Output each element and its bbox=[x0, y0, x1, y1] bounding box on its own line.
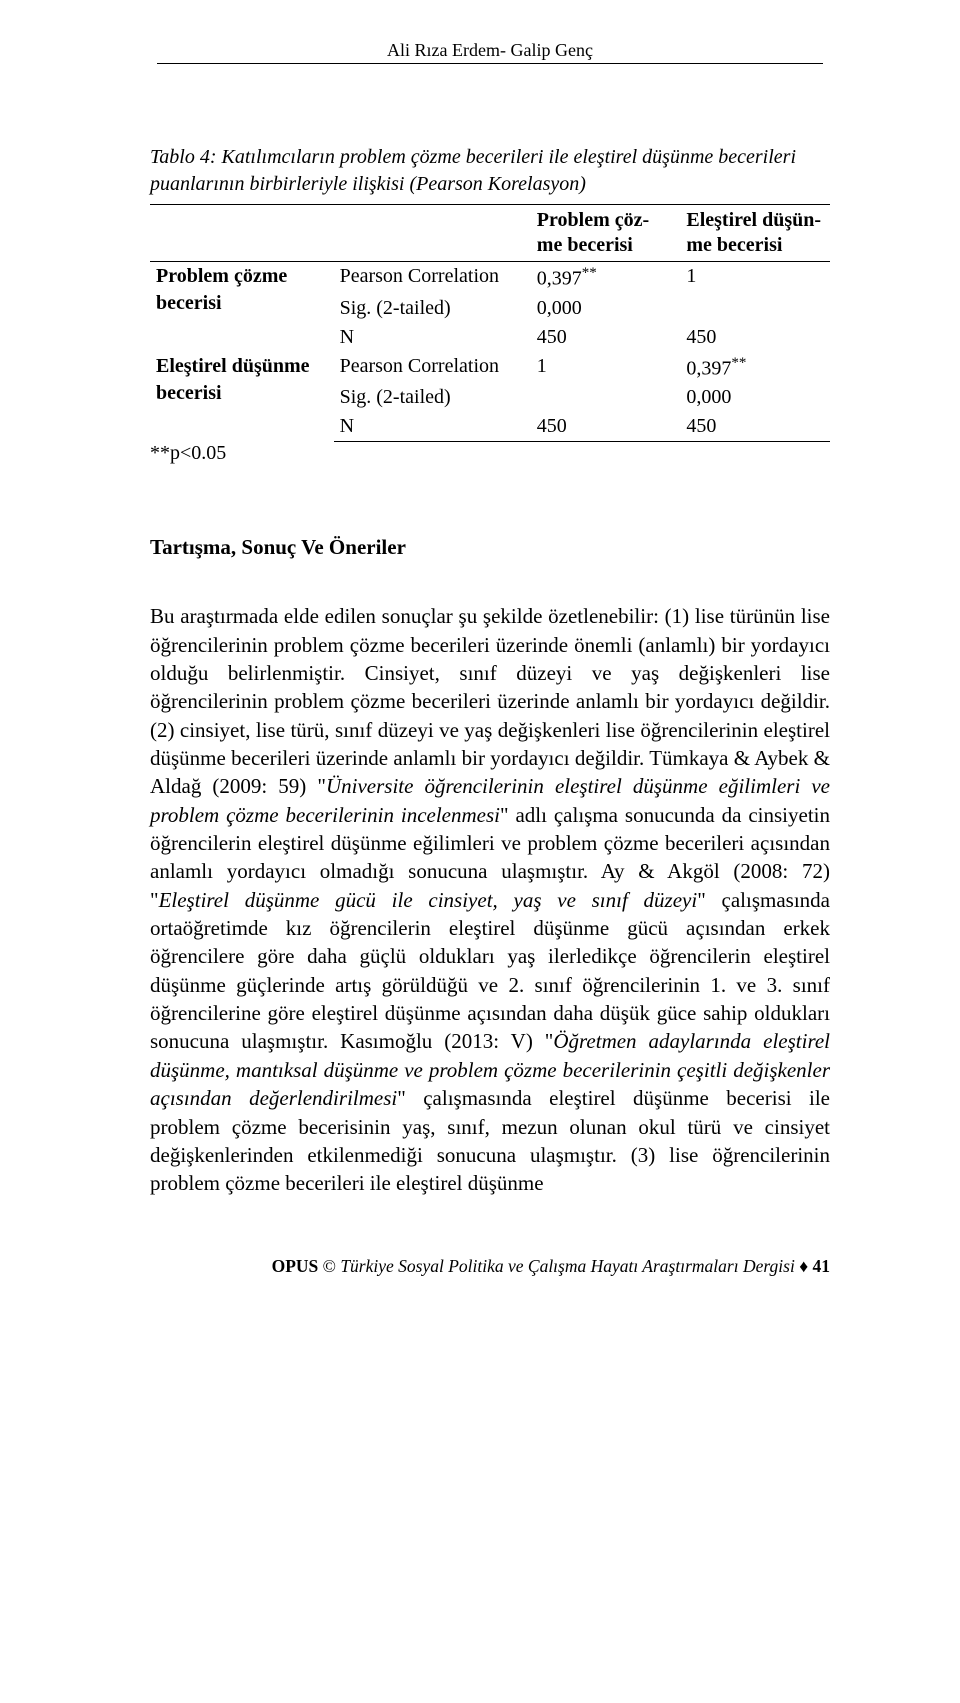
col-header-critical: Eleştirel düşün- me becerisi bbox=[680, 205, 830, 262]
body-italic: Eleştirel düşünme gücü ile cinsiyet, yaş… bbox=[159, 888, 698, 912]
cell-value-base: 0,397 bbox=[537, 268, 582, 290]
stat-label: Sig. (2-tailed) bbox=[334, 383, 531, 412]
stat-label: Sig. (2-tailed) bbox=[334, 294, 531, 323]
section-heading: Tartışma, Sonuç Ve Öneriler bbox=[150, 535, 830, 560]
cell-value-base: 0,397 bbox=[686, 357, 731, 379]
cell-value: 1 bbox=[680, 262, 830, 294]
significance-note: **p<0.05 bbox=[150, 442, 830, 465]
cell-value-sup: ** bbox=[731, 355, 746, 371]
cell-value: 0,397** bbox=[680, 352, 830, 384]
cell-value: 450 bbox=[531, 412, 681, 442]
col-header-problem-l1: Problem çöz- bbox=[537, 209, 649, 231]
cell-value: 0,000 bbox=[680, 383, 830, 412]
cell-value-sup: ** bbox=[582, 265, 597, 281]
cell-value: 1 bbox=[531, 352, 681, 384]
cell-value: 450 bbox=[680, 323, 830, 352]
body-paragraph: Bu araştırmada elde edilen sonuçlar şu ş… bbox=[150, 602, 830, 1197]
cell-value bbox=[680, 294, 830, 323]
footer-page-number: 41 bbox=[813, 1256, 831, 1276]
row-label-problem: Problem çözme becerisi bbox=[150, 262, 334, 352]
stat-label: N bbox=[334, 323, 531, 352]
col-header-blank2 bbox=[334, 205, 531, 262]
footer-journal: Türkiye Sosyal Politika ve Çalışma Hayat… bbox=[340, 1256, 795, 1276]
row-label-problem-l2: becerisi bbox=[156, 292, 222, 314]
cell-value: 450 bbox=[531, 323, 681, 352]
stat-label: Pearson Correlation bbox=[334, 262, 531, 294]
running-head: Ali Rıza Erdem- Galip Genç bbox=[157, 40, 823, 64]
cell-value: 0,397** bbox=[531, 262, 681, 294]
row-label-critical: Eleştirel düşünme becerisi bbox=[150, 352, 334, 442]
col-header-problem: Problem çöz- me becerisi bbox=[531, 205, 681, 262]
correlation-table: Problem çöz- me becerisi Eleştirel düşün… bbox=[150, 204, 830, 442]
cell-value: 450 bbox=[680, 412, 830, 442]
col-header-problem-l2: me becerisi bbox=[537, 234, 633, 256]
row-label-problem-l1: Problem çözme bbox=[156, 265, 287, 287]
page-footer: OPUS © Türkiye Sosyal Politika ve Çalışm… bbox=[150, 1256, 830, 1277]
footer-brand: OPUS bbox=[272, 1256, 319, 1276]
col-header-critical-l1: Eleştirel düşün- bbox=[686, 209, 821, 231]
col-header-blank1 bbox=[150, 205, 334, 262]
footer-copyright-icon: © bbox=[323, 1256, 336, 1276]
stat-label: N bbox=[334, 412, 531, 442]
footer-diamond-icon: ♦ bbox=[799, 1256, 808, 1276]
row-label-critical-l1: Eleştirel düşünme bbox=[156, 355, 310, 377]
cell-value bbox=[531, 383, 681, 412]
cell-value: 0,000 bbox=[531, 294, 681, 323]
stat-label: Pearson Correlation bbox=[334, 352, 531, 384]
table-caption: Tablo 4: Katılımcıların problem çözme be… bbox=[150, 144, 830, 198]
col-header-critical-l2: me becerisi bbox=[686, 234, 782, 256]
page: Ali Rıza Erdem- Galip Genç Tablo 4: Katı… bbox=[0, 0, 960, 1317]
body-run: Bu araştırmada elde edilen sonuçlar şu ş… bbox=[150, 604, 830, 798]
row-label-critical-l2: becerisi bbox=[156, 382, 222, 404]
